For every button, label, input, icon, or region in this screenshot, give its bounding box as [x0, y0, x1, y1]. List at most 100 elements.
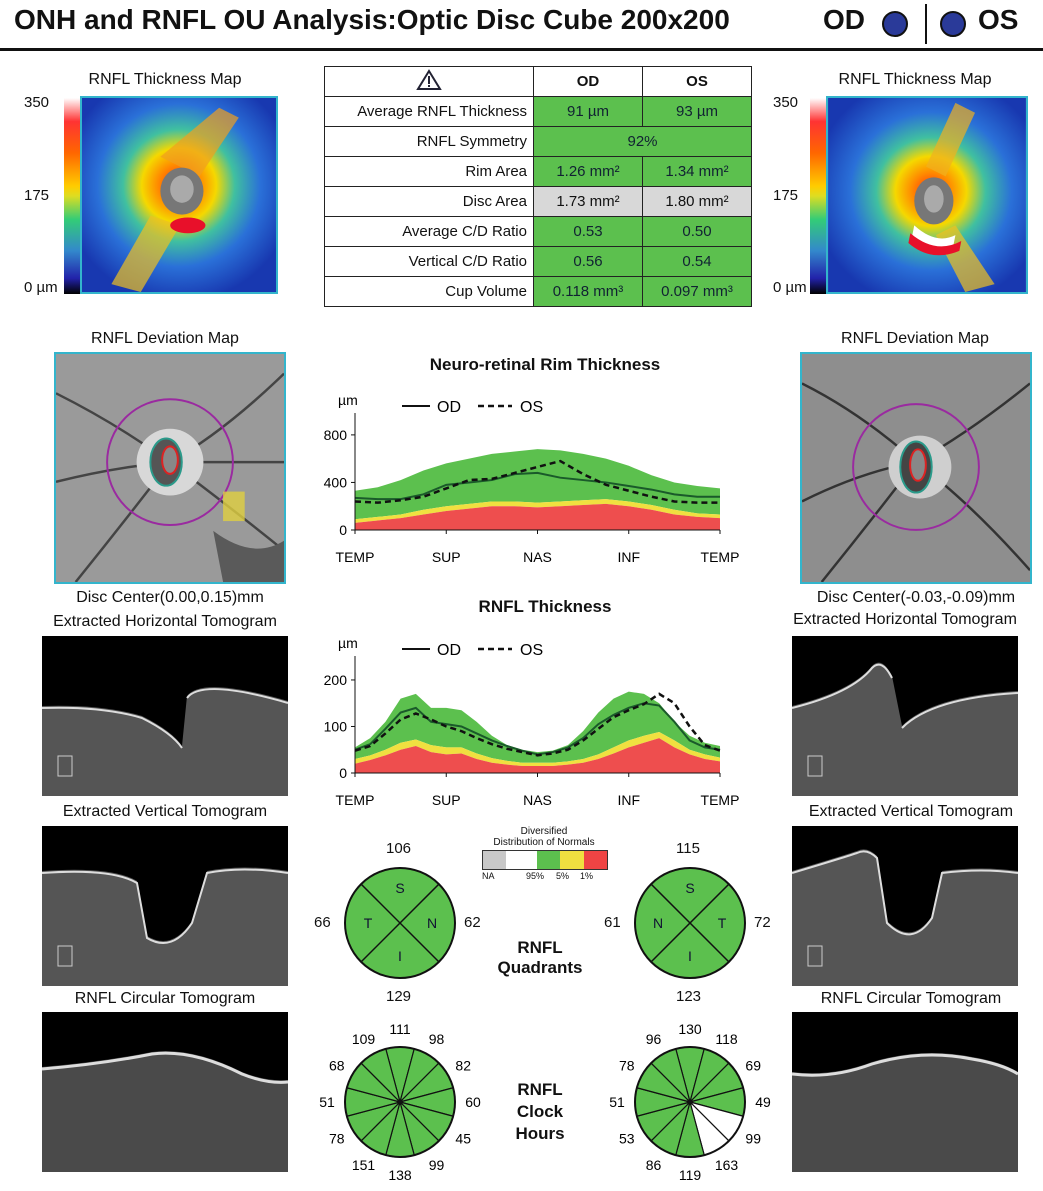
- os-value: 1.80 mm²: [642, 186, 752, 217]
- y-tick-label: 0: [339, 522, 347, 538]
- os-scale-max: 350: [773, 94, 799, 111]
- quadrant-letter: S: [395, 880, 404, 896]
- y-axis-label: µm: [338, 635, 358, 651]
- quadrants-label-2: Quadrants: [497, 958, 583, 977]
- od-thickness-map-title: RNFL Thickness Map: [88, 71, 242, 88]
- y-tick-label: 200: [324, 672, 348, 688]
- col-os-header: OS: [642, 66, 752, 97]
- quadrants-label-1: RNFL: [517, 938, 563, 957]
- os-horizontal-tomogram-title: Extracted Horizontal Tomogram: [793, 611, 1017, 628]
- od-clock-hours-chart: 111 98 82 60 45 99 138 151 78 51 68 109: [319, 1021, 481, 1183]
- clock-hour-value: 86: [646, 1157, 662, 1173]
- quadrant-divider: [360, 883, 440, 963]
- clock-hour-value: 82: [455, 1058, 471, 1074]
- clock-hour-value: 151: [352, 1157, 376, 1173]
- row-label: Average C/D Ratio: [324, 216, 534, 247]
- od-eye-icon: [882, 11, 908, 37]
- row-label: Cup Volume: [324, 276, 534, 307]
- clock-hour-value: 96: [646, 1031, 662, 1047]
- legend-label-os: OS: [520, 399, 543, 416]
- normal-band-red: [355, 738, 720, 773]
- os-quad-n-value: 61: [604, 914, 621, 931]
- clock-hour-value: 53: [619, 1131, 635, 1147]
- quadrant-letter: I: [688, 948, 692, 964]
- table-row: RNFL Symmetry 92%: [324, 126, 752, 157]
- row-label: Rim Area: [324, 156, 534, 187]
- row-label: Average RNFL Thickness: [324, 96, 534, 127]
- series-line-os: [354, 459, 720, 504]
- clock-hour-value: 98: [429, 1031, 445, 1047]
- os-deviation-map: [800, 352, 1032, 584]
- series-line-os: [354, 692, 721, 757]
- clock-hour-value: 138: [388, 1167, 412, 1183]
- clock-hour-value: 60: [465, 1094, 481, 1110]
- quadrant-divider: [650, 883, 730, 963]
- os-color-scale: [810, 98, 826, 294]
- y-axis-label: µm: [338, 392, 358, 408]
- x-tick-label: INF: [617, 792, 640, 808]
- x-tick-label: NAS: [523, 792, 552, 808]
- clock-center: [397, 1099, 403, 1105]
- od-value: 1.26 mm²: [533, 156, 643, 187]
- normals-label-na: NA: [482, 871, 495, 881]
- quadrant-letter: S: [685, 880, 694, 896]
- os-circular-tomogram-title: RNFL Circular Tomogram: [820, 990, 1002, 1007]
- clock-label-2: Clock: [516, 1102, 564, 1121]
- x-tick-label: TEMP: [701, 549, 740, 565]
- os-disc-center: Disc Center(-0.03,-0.09)mm: [816, 589, 1016, 606]
- clock-hour-value: 78: [329, 1131, 345, 1147]
- quadrant-letter: N: [653, 915, 663, 931]
- clock-hour-value: 49: [755, 1094, 771, 1110]
- clock-hour-value: 119: [679, 1167, 702, 1183]
- normals-swatch-outside: [583, 851, 607, 869]
- x-tick-label: INF: [617, 549, 640, 565]
- os-horizontal-tomogram: [792, 636, 1018, 796]
- table-row: Disc Area 1.73 mm² 1.80 mm²: [324, 186, 752, 217]
- quadrant-letter: T: [364, 915, 373, 931]
- table-row: Cup Volume 0.118 mm³ 0.097 mm³: [324, 276, 752, 307]
- clock-hour-value: 99: [429, 1157, 445, 1173]
- od-scale-min: 0 µm: [24, 279, 58, 296]
- os-quad-t-value: 72: [754, 914, 771, 931]
- os-circular-tomogram: [792, 1012, 1018, 1172]
- od-scale-max: 350: [24, 94, 50, 111]
- normals-label-5: 5%: [556, 871, 570, 881]
- os-value: 93 µm: [642, 96, 752, 127]
- col-od-header: OD: [533, 66, 643, 97]
- table-row: Average RNFL Thickness 91 µm 93 µm: [324, 96, 752, 127]
- od-scale-mid: 175: [24, 187, 50, 204]
- normals-color-bar: [482, 850, 608, 870]
- clock-hour-value: 163: [715, 1157, 739, 1173]
- clock-hour-value: 69: [745, 1058, 761, 1074]
- clock-hour-value: 99: [745, 1131, 761, 1147]
- symmetry-value: 92%: [533, 126, 752, 157]
- os-eye-icon: [940, 11, 966, 37]
- rnfl-chart-title: RNFL Thickness: [478, 597, 612, 616]
- rim-chart-title: Neuro-retinal Rim Thickness: [429, 355, 661, 374]
- x-tick-label: TEMP: [336, 792, 375, 808]
- os-deviation-map-title: RNFL Deviation Map: [841, 330, 989, 347]
- row-label: RNFL Symmetry: [324, 126, 534, 157]
- os-vertical-tomogram: [792, 826, 1018, 986]
- clock-outline: [344, 1046, 456, 1158]
- os-scale-min: 0 µm: [773, 279, 807, 296]
- y-tick-label: 100: [324, 718, 348, 734]
- od-value: 1.73 mm²: [533, 186, 643, 217]
- clock-hour-value: 111: [389, 1021, 410, 1037]
- legend-label-od: OD: [437, 399, 461, 416]
- clock-hour-value: 68: [329, 1058, 345, 1074]
- warning-triangle-icon: [416, 68, 442, 90]
- os-quad-s-value: 115: [676, 840, 700, 857]
- table-row: Vertical C/D Ratio 0.56 0.54: [324, 246, 752, 277]
- rnfl-thickness-chart: OD OS µm 0 100 200 TEMP SUP NAS INF TEMP: [324, 635, 740, 808]
- rim-thickness-chart: OD OS µm 0 400 800 TEMP SUP NAS INF TEMP: [324, 392, 740, 565]
- clock-hour-value: 109: [352, 1031, 376, 1047]
- os-thickness-map: [826, 96, 1028, 294]
- os-clock-hours-chart: 130 118 69 49 99 163 119 86 53 51 78 96: [609, 1021, 771, 1183]
- od-horizontal-tomogram-title: Extracted Horizontal Tomogram: [53, 613, 277, 630]
- od-color-scale: [64, 98, 80, 294]
- report-title: ONH and RNFL OU Analysis:Optic Disc Cube…: [14, 4, 730, 35]
- x-tick-label: TEMP: [701, 792, 740, 808]
- x-tick-label: NAS: [523, 549, 552, 565]
- od-value: 0.118 mm³: [533, 276, 643, 307]
